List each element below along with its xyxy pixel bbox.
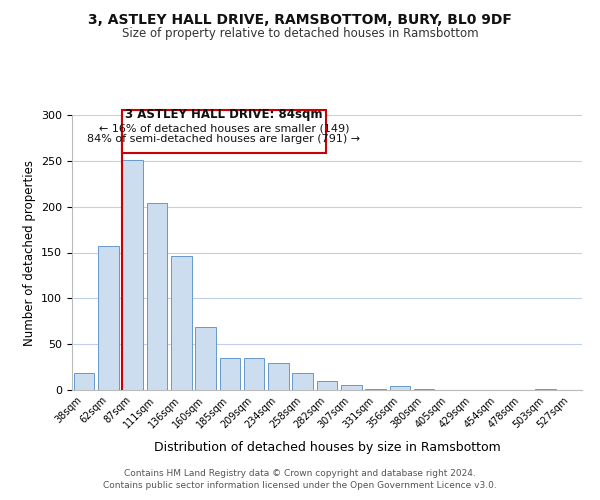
Text: 84% of semi-detached houses are larger (791) →: 84% of semi-detached houses are larger (… xyxy=(87,134,361,144)
Bar xyxy=(122,160,143,390)
X-axis label: Distribution of detached houses by size in Ramsbottom: Distribution of detached houses by size … xyxy=(154,441,500,454)
Bar xyxy=(292,372,313,390)
Bar xyxy=(244,358,265,390)
Bar xyxy=(171,256,191,390)
Text: ← 16% of detached houses are smaller (149): ← 16% of detached houses are smaller (14… xyxy=(98,124,349,134)
Bar xyxy=(365,389,386,390)
FancyBboxPatch shape xyxy=(122,110,326,154)
Text: Contains public sector information licensed under the Open Government Licence v3: Contains public sector information licen… xyxy=(103,481,497,490)
Bar xyxy=(268,364,289,390)
Text: 3, ASTLEY HALL DRIVE, RAMSBOTTOM, BURY, BL0 9DF: 3, ASTLEY HALL DRIVE, RAMSBOTTOM, BURY, … xyxy=(88,12,512,26)
Bar xyxy=(195,327,216,390)
Bar xyxy=(220,358,240,390)
Bar xyxy=(146,203,167,390)
Bar xyxy=(535,389,556,390)
Bar xyxy=(74,372,94,390)
Bar xyxy=(317,381,337,390)
Bar xyxy=(414,389,434,390)
Bar xyxy=(98,246,119,390)
Bar xyxy=(341,386,362,390)
Bar xyxy=(389,386,410,390)
Y-axis label: Number of detached properties: Number of detached properties xyxy=(23,160,35,346)
Text: Contains HM Land Registry data © Crown copyright and database right 2024.: Contains HM Land Registry data © Crown c… xyxy=(124,468,476,477)
Text: 3 ASTLEY HALL DRIVE: 84sqm: 3 ASTLEY HALL DRIVE: 84sqm xyxy=(125,108,323,122)
Text: Size of property relative to detached houses in Ramsbottom: Size of property relative to detached ho… xyxy=(122,28,478,40)
